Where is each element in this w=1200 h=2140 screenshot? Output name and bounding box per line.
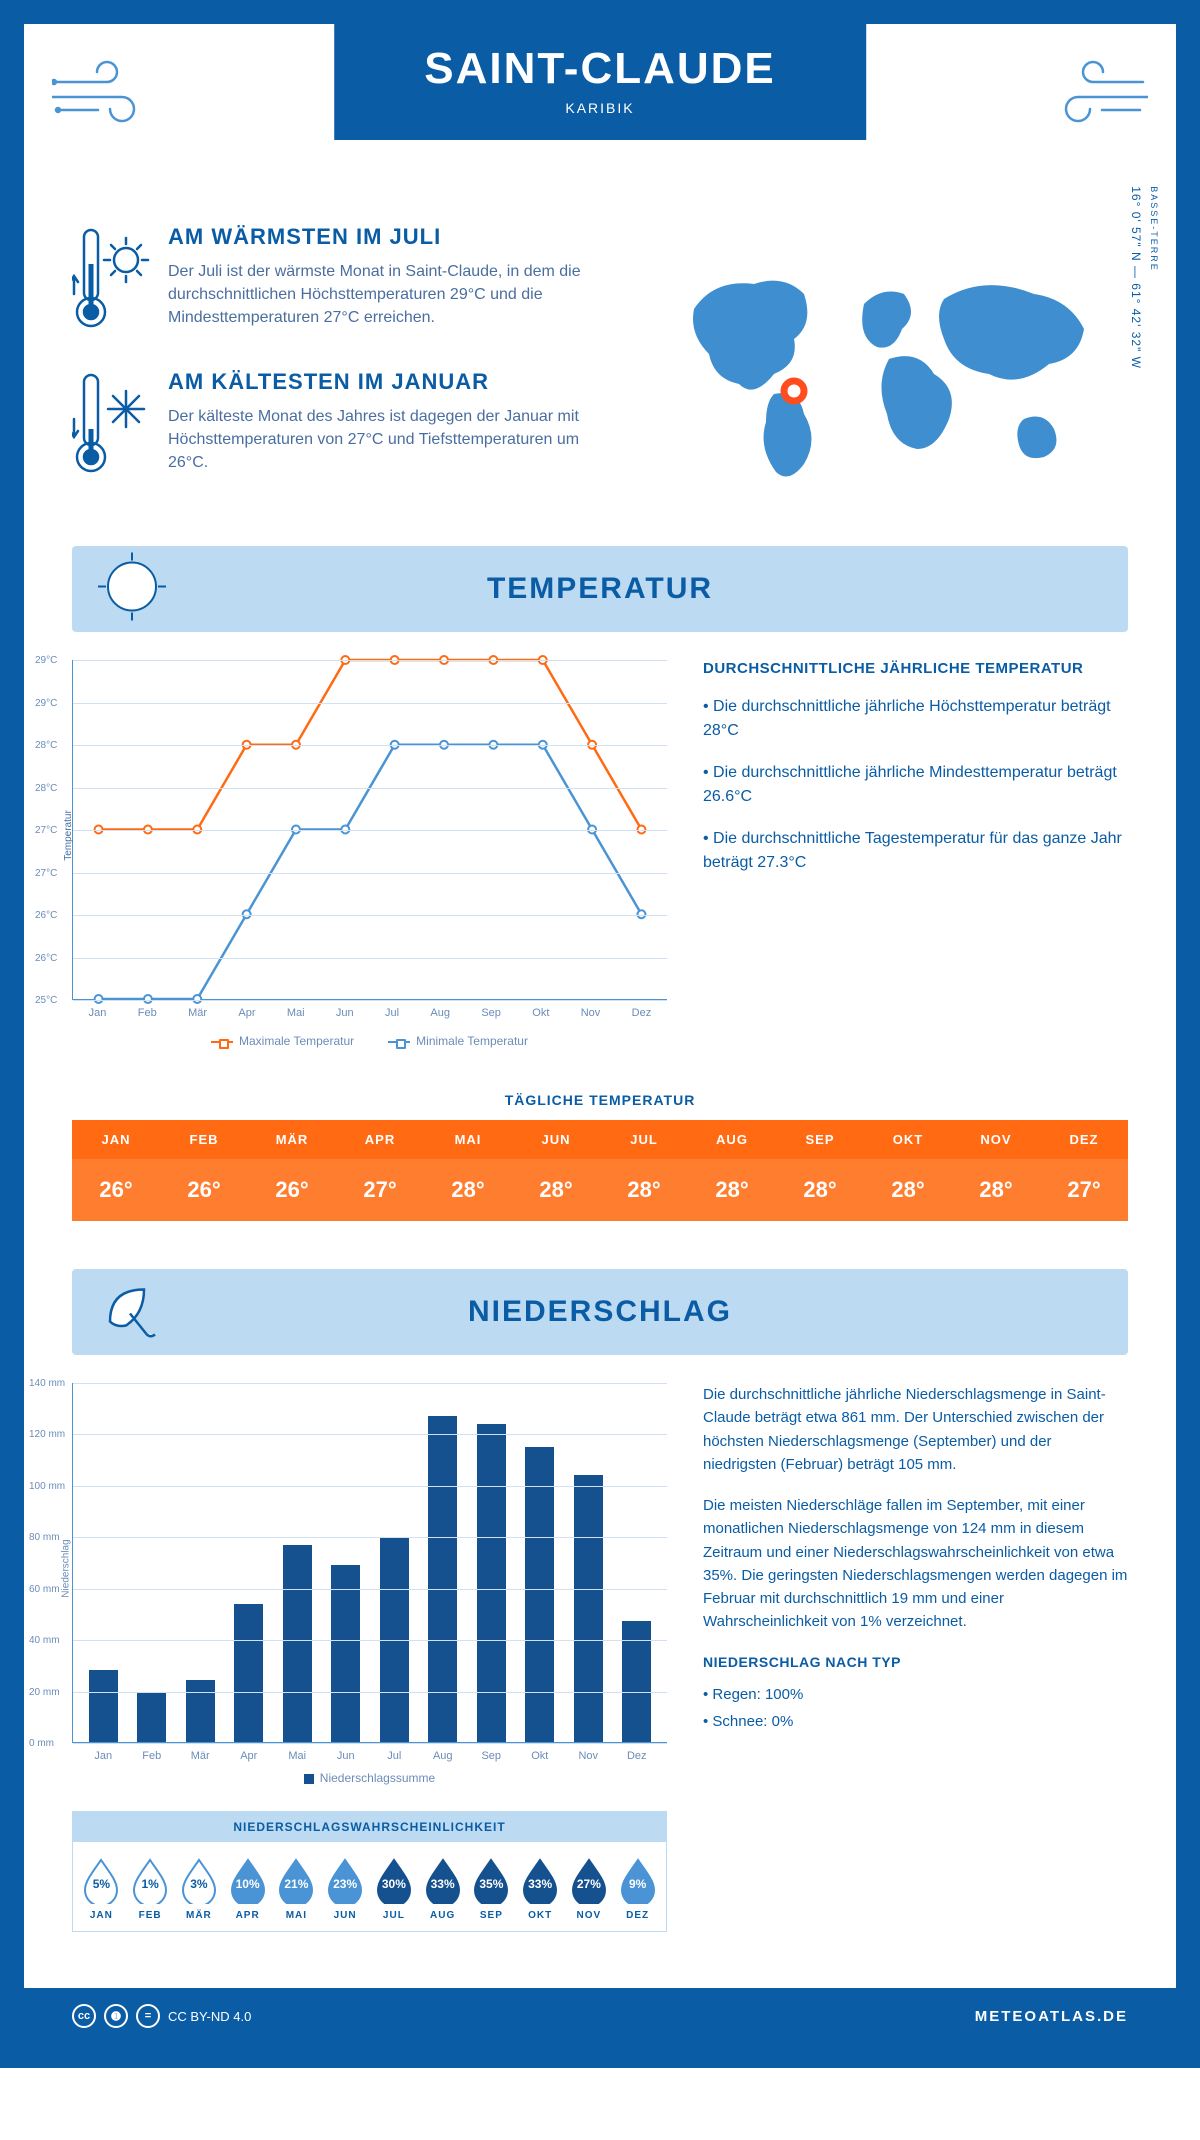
page-subtitle: KARIBIK xyxy=(424,100,776,116)
table-header: AUG xyxy=(688,1120,776,1159)
temperature-summary: DURCHSCHNITTLICHE JÄHRLICHE TEMPERATUR •… xyxy=(703,660,1128,1048)
temperature-chart: Temperatur JanFebMärAprMaiJunJulAugSepOk… xyxy=(72,660,667,1048)
intro-section: AM WÄRMSTEN IM JULI Der Juli ist der wär… xyxy=(24,224,1176,546)
thermometer-cold-icon xyxy=(72,369,150,484)
table-header: FEB xyxy=(160,1120,248,1159)
header: SAINT-CLAUDE KARIBIK xyxy=(24,24,1176,224)
warmest-text: Der Juli ist der wärmste Monat in Saint-… xyxy=(168,260,588,330)
drop-item: 1%FEB xyxy=(126,1856,175,1921)
drop-item: 21%MAI xyxy=(272,1856,321,1921)
drop-item: 3%MÄR xyxy=(175,1856,224,1921)
table-cell: 28° xyxy=(952,1159,1040,1221)
sun-icon xyxy=(96,551,168,628)
footer: cc ➊ = CC BY-ND 4.0 METEOATLAS.DE xyxy=(24,1988,1176,2044)
drop-item: 30%JUL xyxy=(370,1856,419,1921)
table-cell: 26° xyxy=(248,1159,336,1221)
table-header: JAN xyxy=(72,1120,160,1159)
table-header: JUL xyxy=(600,1120,688,1159)
drop-item: 33%OKT xyxy=(516,1856,565,1921)
section-temperature-header: TEMPERATUR xyxy=(72,546,1128,632)
wind-icon xyxy=(52,52,162,137)
page-title: SAINT-CLAUDE xyxy=(424,44,776,94)
umbrella-icon xyxy=(96,1274,168,1351)
chart-legend: Maximale Temperatur Minimale Temperatur xyxy=(72,1034,667,1048)
table-cell: 27° xyxy=(336,1159,424,1221)
license: cc ➊ = CC BY-ND 4.0 xyxy=(72,2004,251,2028)
precip-probability-block: NIEDERSCHLAGSWAHRSCHEINLICHKEIT 5%JAN1%F… xyxy=(72,1811,667,1932)
drop-item: 27%NOV xyxy=(565,1856,614,1921)
table-cell: 26° xyxy=(160,1159,248,1221)
coldest-title: AM KÄLTESTEN IM JANUAR xyxy=(168,369,588,395)
drop-item: 10%APR xyxy=(223,1856,272,1921)
wind-icon xyxy=(1038,52,1148,137)
daily-temp-table: JANFEBMÄRAPRMAIJUNJULAUGSEPOKTNOVDEZ26°2… xyxy=(72,1120,1128,1221)
table-header: MAI xyxy=(424,1120,512,1159)
table-header: SEP xyxy=(776,1120,864,1159)
warmest-block: AM WÄRMSTEN IM JULI Der Juli ist der wär… xyxy=(72,224,608,339)
table-header: NOV xyxy=(952,1120,1040,1159)
warmest-title: AM WÄRMSTEN IM JULI xyxy=(168,224,588,250)
precip-summary: Die durchschnittliche jährliche Niedersc… xyxy=(703,1383,1128,1932)
brand: METEOATLAS.DE xyxy=(975,2008,1128,2025)
table-header: JUN xyxy=(512,1120,600,1159)
table-cell: 28° xyxy=(864,1159,952,1221)
table-cell: 26° xyxy=(72,1159,160,1221)
table-cell: 27° xyxy=(1040,1159,1128,1221)
daily-temp-heading: TÄGLICHE TEMPERATUR xyxy=(24,1092,1176,1108)
thermometer-hot-icon xyxy=(72,224,150,339)
table-cell: 28° xyxy=(688,1159,776,1221)
section-precip-header: NIEDERSCHLAG xyxy=(72,1269,1128,1355)
drop-item: 23%JUN xyxy=(321,1856,370,1921)
table-header: APR xyxy=(336,1120,424,1159)
drop-item: 33%AUG xyxy=(418,1856,467,1921)
table-cell: 28° xyxy=(776,1159,864,1221)
table-header: MÄR xyxy=(248,1120,336,1159)
world-map: BASSE-TERRE 16° 0' 57" N — 61° 42' 32" W xyxy=(640,224,1128,514)
table-cell: 28° xyxy=(424,1159,512,1221)
section-title: TEMPERATUR xyxy=(72,572,1128,606)
coldest-block: AM KÄLTESTEN IM JANUAR Der kälteste Mona… xyxy=(72,369,608,484)
table-cell: 28° xyxy=(600,1159,688,1221)
precip-chart: Niederschlag JanFebMärAprMaiJunJulAugSep… xyxy=(72,1383,667,1932)
section-title: NIEDERSCHLAG xyxy=(72,1295,1128,1329)
drop-item: 5%JAN xyxy=(77,1856,126,1921)
coordinates: BASSE-TERRE 16° 0' 57" N — 61° 42' 32" W xyxy=(1129,186,1159,369)
coldest-text: Der kälteste Monat des Jahres ist dagege… xyxy=(168,405,588,475)
drop-item: 9%DEZ xyxy=(613,1856,662,1921)
table-header: OKT xyxy=(864,1120,952,1159)
table-header: DEZ xyxy=(1040,1120,1128,1159)
bar-legend: Niederschlagssumme xyxy=(72,1771,667,1785)
table-cell: 28° xyxy=(512,1159,600,1221)
title-banner: SAINT-CLAUDE KARIBIK xyxy=(334,24,866,140)
drop-item: 35%SEP xyxy=(467,1856,516,1921)
